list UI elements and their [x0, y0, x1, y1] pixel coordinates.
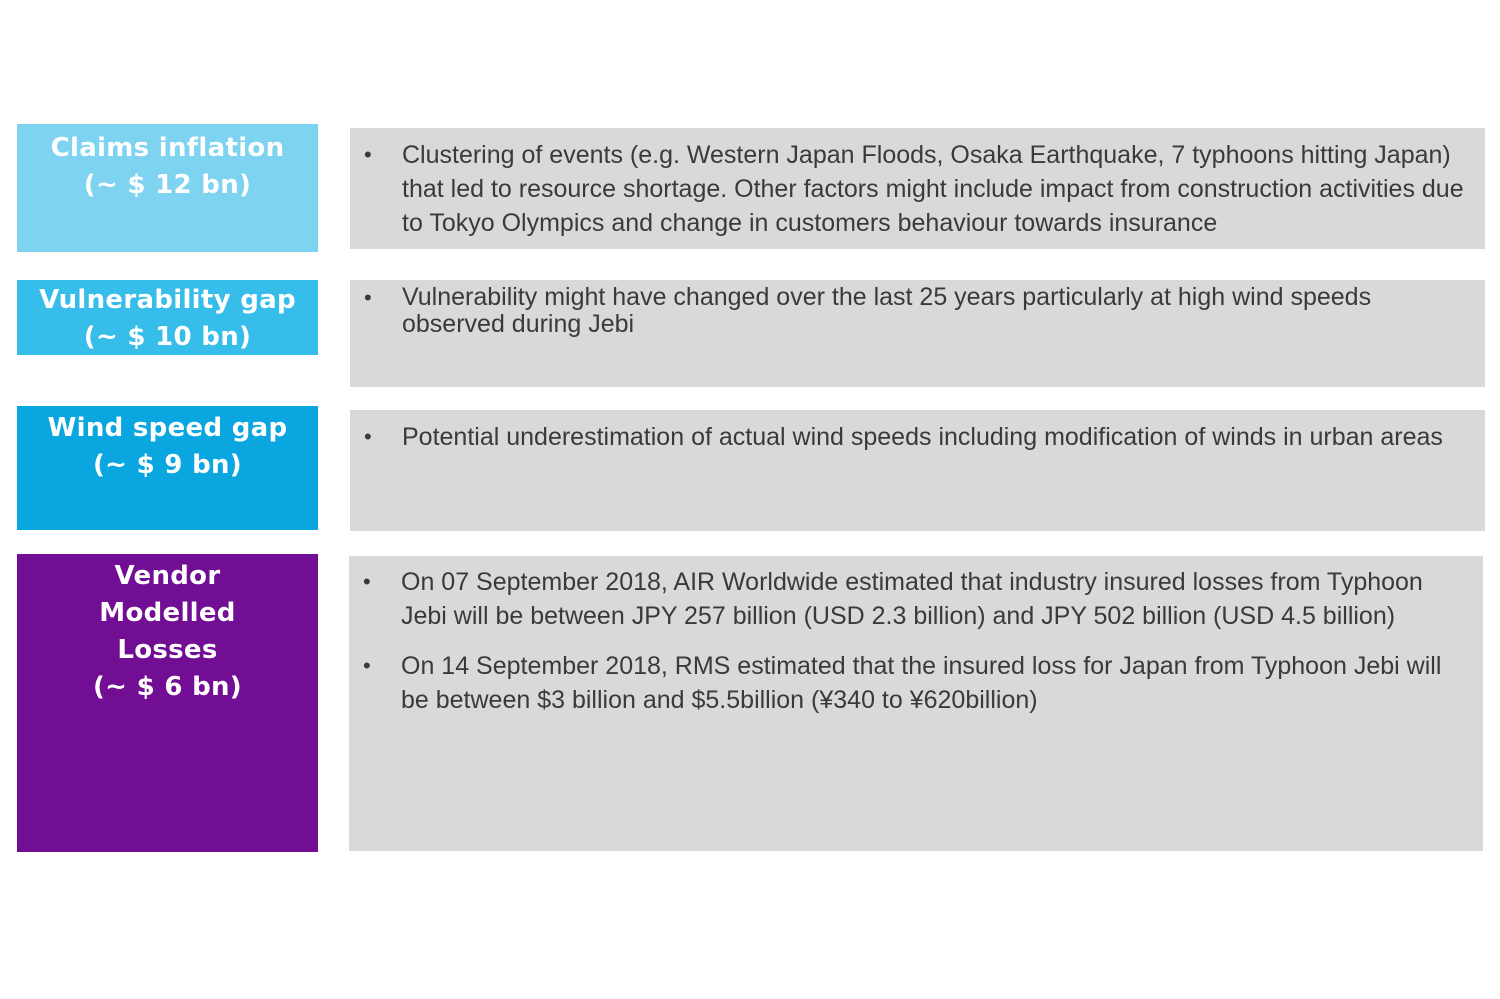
- list-item: • On 07 September 2018, AIR Worldwide es…: [349, 565, 1465, 633]
- label-amount: (~ $ 9 bn): [92, 450, 242, 480]
- detail-wind-speed-gap: • Potential underestimation of actual wi…: [350, 410, 1485, 531]
- bullet-list: • On 07 September 2018, AIR Worldwide es…: [349, 565, 1465, 717]
- bullet-list: • Potential underestimation of actual wi…: [350, 420, 1461, 454]
- bullet-list: • Clustering of events (e.g. Western Jap…: [350, 138, 1471, 240]
- list-item: • Clustering of events (e.g. Western Jap…: [350, 138, 1471, 240]
- detail-claims-inflation: • Clustering of events (e.g. Western Jap…: [350, 128, 1485, 249]
- bullet-text: Vulnerability might have changed over th…: [402, 283, 1372, 338]
- label-amount: (~ $ 12 bn): [83, 170, 252, 200]
- label-amount: (~ $ 6 bn): [92, 672, 242, 702]
- bullet-icon: •: [364, 424, 372, 449]
- list-item: • On 14 September 2018, RMS estimated th…: [349, 649, 1465, 717]
- bullet-text: Clustering of events (e.g. Western Japan…: [402, 141, 1464, 237]
- label-claims-inflation: Claims inflation (~ $ 12 bn): [17, 124, 318, 252]
- label-title: Wind speed gap: [47, 413, 288, 443]
- detail-vendor-modelled-losses: • On 07 September 2018, AIR Worldwide es…: [349, 556, 1483, 851]
- bullet-list: • Vulnerability might have changed over …: [350, 284, 1471, 338]
- label-wind-speed-gap: Wind speed gap (~ $ 9 bn): [17, 406, 318, 530]
- bullet-icon: •: [363, 569, 371, 594]
- label-title: Claims inflation: [50, 133, 285, 163]
- bullet-text: Potential underestimation of actual wind…: [402, 423, 1443, 451]
- label-vulnerability-gap: Vulnerability gap (~ $ 10 bn): [17, 280, 318, 355]
- label-title: Vulnerability gap: [39, 285, 296, 315]
- list-item: • Potential underestimation of actual wi…: [350, 420, 1461, 454]
- bullet-text: On 07 September 2018, AIR Worldwide esti…: [401, 568, 1423, 630]
- bullet-text: On 14 September 2018, RMS estimated that…: [401, 652, 1442, 714]
- label-title: Vendor: [114, 561, 221, 591]
- label-title: Losses: [117, 635, 218, 665]
- detail-vulnerability-gap: • Vulnerability might have changed over …: [350, 280, 1485, 387]
- bullet-icon: •: [364, 285, 372, 310]
- list-item: • Vulnerability might have changed over …: [350, 284, 1471, 338]
- label-title: Modelled: [99, 598, 236, 628]
- bullet-icon: •: [363, 653, 371, 678]
- label-amount: (~ $ 10 bn): [83, 322, 252, 352]
- bullet-icon: •: [364, 142, 372, 167]
- label-vendor-modelled-losses: Vendor Modelled Losses (~ $ 6 bn): [17, 554, 318, 852]
